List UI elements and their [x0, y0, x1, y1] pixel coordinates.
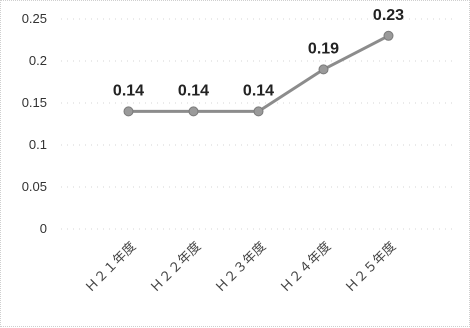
- x-tick-label: Ｈ２５年度: [342, 239, 399, 296]
- data-label: 0.14: [178, 82, 209, 99]
- data-label: 0.14: [113, 82, 144, 99]
- data-point: [318, 64, 329, 75]
- gridlines: [61, 18, 453, 230]
- y-tick-label: 0.15: [22, 95, 47, 110]
- data-point: [188, 106, 199, 117]
- y-tick-label: 0: [40, 221, 47, 236]
- y-tick-label: 0.1: [29, 137, 47, 152]
- data-label: 0.23: [373, 7, 404, 24]
- x-tick-label: Ｈ２３年度: [212, 239, 269, 296]
- data-points: [123, 30, 394, 117]
- x-tick-label: Ｈ２１年度: [82, 239, 139, 296]
- y-tick-label: 0.25: [22, 11, 47, 26]
- y-axis-ticks: 0 0.05 0.1 0.15 0.2 0.25: [22, 11, 47, 236]
- data-point: [383, 30, 394, 41]
- data-labels: 0.14 0.14 0.14 0.19 0.23: [113, 7, 404, 100]
- data-label: 0.14: [243, 82, 274, 99]
- data-label: 0.19: [308, 40, 339, 57]
- series-line: [127, 34, 390, 113]
- x-tick-label: Ｈ２４年度: [277, 239, 334, 296]
- series-line-layer: [127, 34, 390, 113]
- y-tick-label: 0.2: [29, 53, 47, 68]
- x-tick-label: Ｈ２２年度: [147, 239, 204, 296]
- x-axis-ticks: Ｈ２１年度 Ｈ２２年度 Ｈ２３年度 Ｈ２４年度 Ｈ２５年度: [82, 239, 399, 296]
- data-point: [253, 106, 264, 117]
- data-point: [123, 106, 134, 117]
- y-tick-label: 0.05: [22, 179, 47, 194]
